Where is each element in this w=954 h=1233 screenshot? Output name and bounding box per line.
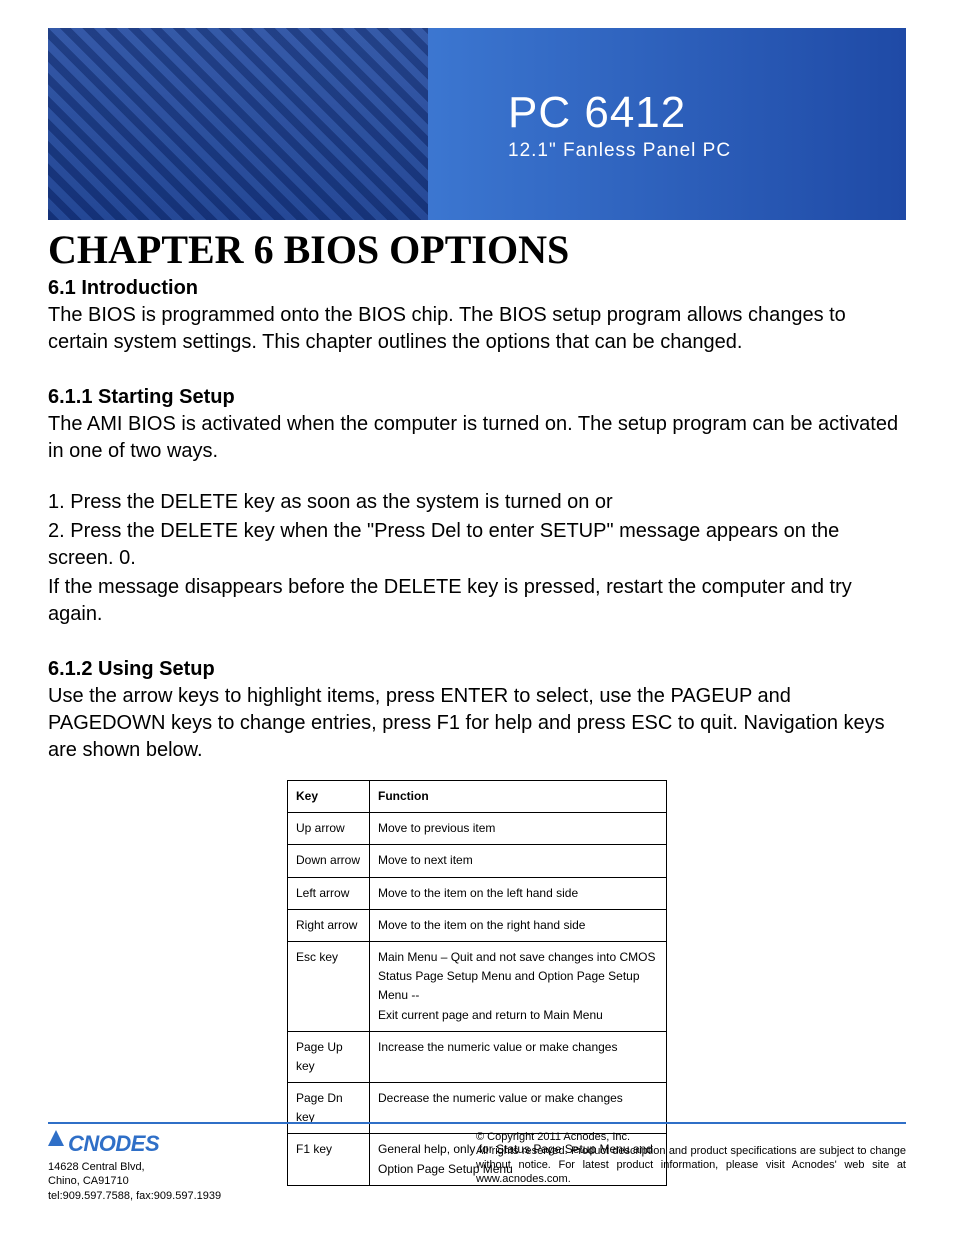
key-cell: Esc key	[288, 941, 370, 1031]
key-cell: Right arrow	[288, 909, 370, 941]
company-logo: CNODES	[48, 1130, 159, 1159]
section-6-1-body: The BIOS is programmed onto the BIOS chi…	[48, 302, 906, 356]
function-cell: Move to the item on the left hand side	[370, 877, 667, 909]
footer-legal-block: © Copyright 2011 Acnodes, Inc. All right…	[476, 1130, 906, 1187]
function-cell: Move to the item on the right hand side	[370, 909, 667, 941]
key-cell: Up arrow	[288, 813, 370, 845]
col-function-header: Function	[370, 781, 667, 813]
starting-restart-note: If the message disappears before the DEL…	[48, 574, 906, 628]
footer-company-block: CNODES 14628 Central Blvd, Chino, CA9171…	[48, 1130, 221, 1203]
section-6-1-2-heading: 6.1.2 Using Setup	[48, 658, 906, 681]
table-row: Down arrowMove to next item	[288, 845, 667, 877]
section-6-1-1-heading: 6.1.1 Starting Setup	[48, 386, 906, 409]
function-cell: Increase the numeric value or make chang…	[370, 1031, 667, 1082]
chapter-title: CHAPTER 6 BIOS OPTIONS	[48, 226, 906, 273]
key-cell: Page Up key	[288, 1031, 370, 1082]
table-row: Page Up keyIncrease the numeric value or…	[288, 1031, 667, 1082]
col-key-header: Key	[288, 781, 370, 813]
key-cell: Left arrow	[288, 877, 370, 909]
starting-step-2: 2. Press the DELETE key when the "Press …	[48, 518, 906, 572]
footer-rule	[48, 1122, 906, 1124]
logo-caret-icon	[48, 1130, 64, 1146]
section-6-1-1-intro: The AMI BIOS is activated when the compu…	[48, 411, 906, 465]
page-footer: CNODES 14628 Central Blvd, Chino, CA9171…	[48, 1122, 906, 1203]
function-cell: Move to previous item	[370, 813, 667, 845]
footer-contact: tel:909.597.7588, fax:909.597.1939	[48, 1190, 221, 1202]
table-row: Left arrowMove to the item on the left h…	[288, 877, 667, 909]
table-row: Right arrowMove to the item on the right…	[288, 909, 667, 941]
section-6-1-heading: 6.1 Introduction	[48, 277, 906, 300]
key-cell: Down arrow	[288, 845, 370, 877]
footer-address-1: 14628 Central Blvd,	[48, 1161, 145, 1173]
footer-copyright: © Copyright 2011 Acnodes, Inc.	[476, 1131, 630, 1143]
function-cell: Move to next item	[370, 845, 667, 877]
table-row: Esc keyMain Menu – Quit and not save cha…	[288, 941, 667, 1031]
footer-rights: All rights reserved. Product description…	[476, 1145, 906, 1186]
section-6-1-2-body: Use the arrow keys to highlight items, p…	[48, 683, 906, 764]
function-cell: Main Menu – Quit and not save changes in…	[370, 941, 667, 1031]
table-row: Up arrowMove to previous item	[288, 813, 667, 845]
logo-text: CNODES	[68, 1131, 159, 1156]
starting-step-1: 1. Press the DELETE key as soon as the s…	[48, 489, 906, 516]
table-header-row: Key Function	[288, 781, 667, 813]
product-model: PC 6412	[508, 88, 686, 138]
product-subtitle: 12.1" Fanless Panel PC	[508, 140, 731, 162]
header-banner: PC 6412 12.1" Fanless Panel PC	[48, 28, 906, 220]
banner-product-image	[48, 28, 428, 220]
footer-address-2: Chino, CA91710	[48, 1175, 129, 1187]
